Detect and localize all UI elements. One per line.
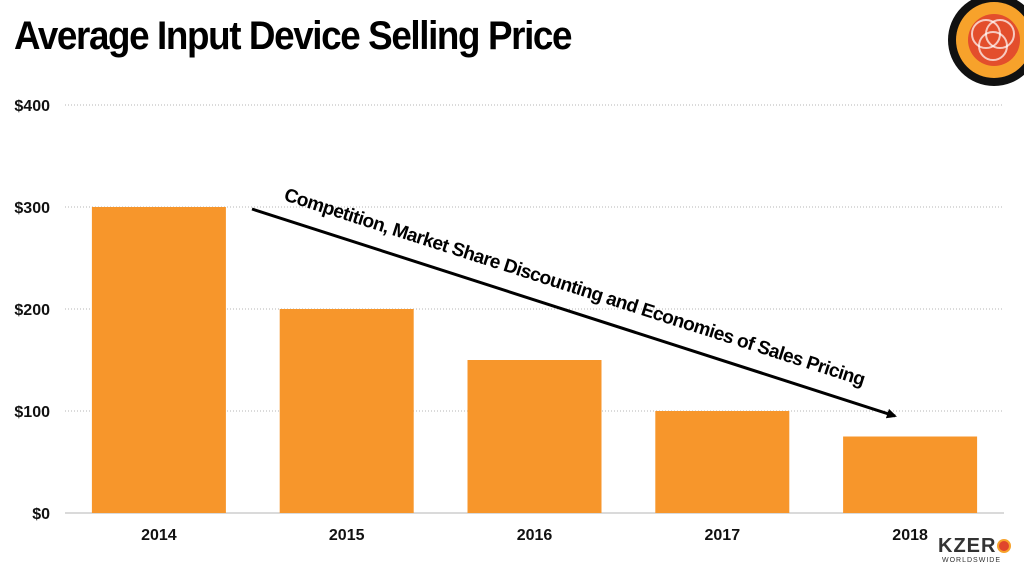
bar bbox=[655, 411, 790, 513]
brand-logo: KZER bbox=[938, 535, 1012, 558]
brand-logo-text: KZER bbox=[938, 535, 997, 557]
x-tick-label: 2015 bbox=[329, 527, 365, 544]
y-axis-ticks: $0 $100 $200 $300 $400 bbox=[14, 98, 50, 523]
brand-subtext: WORLDSWIDE bbox=[942, 557, 1001, 564]
bar bbox=[467, 360, 602, 513]
y-tick-label: $100 bbox=[14, 404, 50, 421]
bar bbox=[843, 436, 978, 513]
x-tick-label: 2017 bbox=[705, 527, 741, 544]
bar bbox=[91, 207, 226, 513]
y-tick-label: $200 bbox=[14, 302, 50, 319]
x-tick-label: 2014 bbox=[141, 527, 177, 544]
bars bbox=[91, 207, 978, 513]
y-tick-label: $300 bbox=[14, 200, 50, 217]
y-tick-label: $0 bbox=[32, 506, 50, 523]
chart-title: Average Input Device Selling Price bbox=[14, 14, 572, 58]
x-tick-label: 2016 bbox=[517, 527, 553, 544]
logo-o-icon bbox=[997, 539, 1012, 553]
x-axis-ticks: 2014 2015 2016 2017 2018 bbox=[141, 527, 928, 544]
x-tick-label: 2018 bbox=[892, 527, 928, 544]
y-tick-label: $400 bbox=[14, 98, 50, 115]
brand-emblem-icon bbox=[948, 0, 1024, 86]
bar bbox=[279, 309, 414, 513]
trend-arrow bbox=[251, 207, 897, 419]
